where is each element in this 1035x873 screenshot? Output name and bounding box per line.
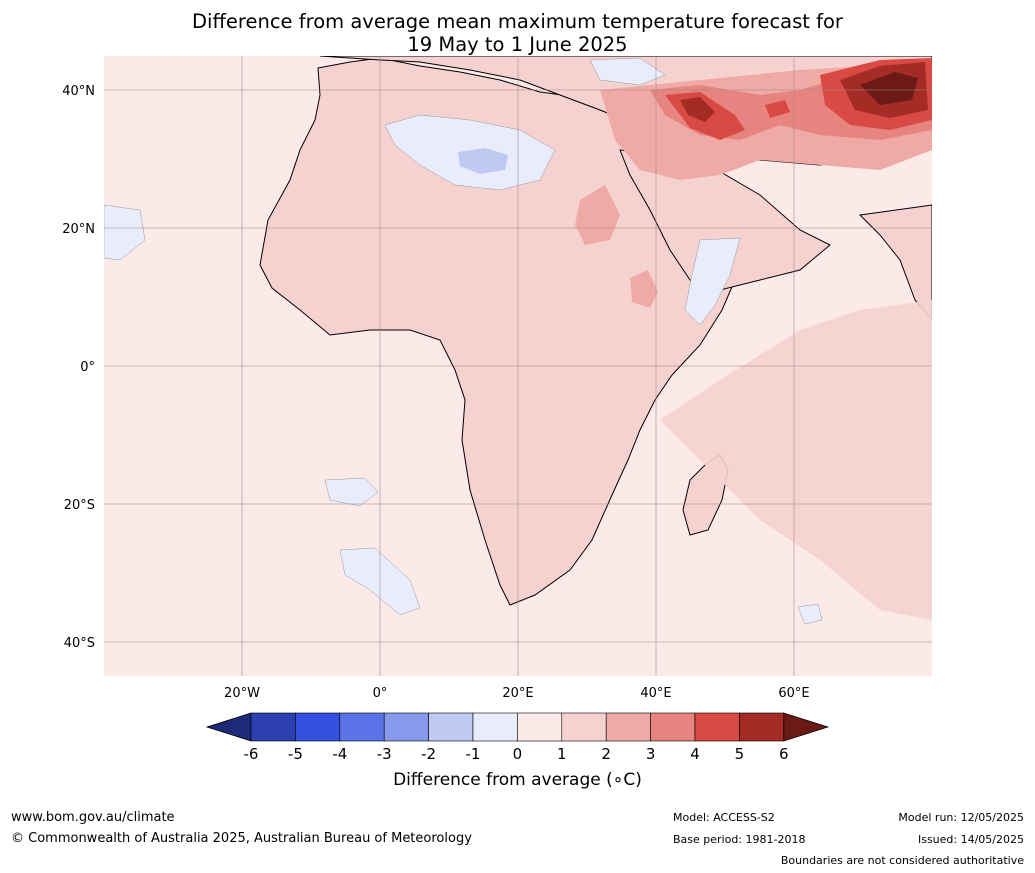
cool-patch-atlantic-west — [104, 204, 146, 261]
footer-disclaimer: Boundaries are not considered authoritat… — [780, 854, 1024, 867]
lat-label-20s: 20°S — [64, 498, 95, 513]
anomaly-fields — [104, 56, 932, 625]
colorbar-tick: -5 — [288, 745, 303, 763]
lat-label-0: 0° — [80, 360, 95, 375]
chart-title-line2: 19 May to 1 June 2025 — [407, 33, 628, 56]
colorbar-swatch — [517, 712, 563, 742]
colorbar-tick: 5 — [735, 745, 745, 763]
colorbar — [205, 712, 830, 742]
colorbar-swatch — [250, 712, 296, 742]
colorbar-swatch — [295, 712, 341, 742]
chart-title-line1: Difference from average mean maximum tem… — [192, 10, 843, 33]
colorbar-tick: 4 — [690, 745, 700, 763]
indian-ocean-warm-area — [660, 300, 932, 620]
colorbar-tick: 1 — [557, 745, 567, 763]
colorbar-swatch — [339, 712, 385, 742]
warm-patch-ethiopia — [630, 270, 658, 308]
colorbar-title: Difference from average (∘C) — [393, 770, 642, 790]
colorbar-tick: -4 — [332, 745, 347, 763]
footer-copyright: © Commonwealth of Australia 2025, Austra… — [11, 831, 472, 846]
colorbar-swatch — [383, 712, 429, 742]
colorbar-tick-labels: -6 -5 -4 -3 -2 -1 0 1 2 3 4 5 6 — [244, 745, 789, 763]
colorbar-tick: 6 — [779, 745, 789, 763]
lon-label-20e: 20°E — [502, 686, 533, 701]
latitude-labels: 40°N 20°N 0° 20°S 40°S — [62, 84, 95, 651]
hot-zone-iran-6 — [680, 97, 715, 122]
footer-issued: Issued: 14/05/2025 — [917, 833, 1024, 846]
colorbar-extend-high — [783, 712, 830, 742]
longitude-labels: 20°W 0° 20°E 40°E 60°E — [224, 686, 810, 701]
colorbar-swatch — [472, 712, 518, 742]
colorbar-tick: -2 — [421, 745, 436, 763]
arabia-landmass — [619, 149, 831, 291]
cool-patch-mediterranean — [589, 57, 666, 86]
hot-zone-kazakh-5 — [765, 100, 790, 118]
lat-label-20n: 20°N — [62, 222, 95, 237]
colorbar-extend-low — [205, 712, 252, 742]
lon-label-0: 0° — [373, 686, 388, 701]
graticule — [104, 56, 932, 676]
cooler-patch-sahara — [458, 148, 508, 174]
lat-label-40n: 40°N — [62, 84, 95, 99]
footer-base-period: Base period: 1981-2018 — [673, 833, 806, 846]
cool-patch-south-atlantic — [324, 477, 379, 507]
india-landmass — [858, 204, 932, 321]
colorbar-tick: 0 — [513, 745, 523, 763]
colorbar-swatch — [605, 712, 651, 742]
footer-model: Model: ACCESS-S2 — [673, 811, 775, 824]
lat-label-40s: 40°S — [64, 636, 95, 651]
colorbar-swatch — [428, 712, 474, 742]
warm-patch-red-sea — [575, 185, 620, 245]
lon-label-20w: 20°W — [224, 686, 260, 701]
colorbar-tick: 2 — [601, 745, 611, 763]
colorbar-tick: -3 — [377, 745, 392, 763]
footer-model-run: Model run: 12/05/2025 — [898, 811, 1024, 824]
cool-patch-ind-ocean-south — [797, 603, 823, 625]
cool-patch-horn-africa — [684, 237, 741, 326]
colorbar-swatch — [739, 712, 785, 742]
colorbar-tick: -6 — [244, 745, 259, 763]
colorbar-swatch — [561, 712, 607, 742]
colorbar-swatch — [694, 712, 740, 742]
footer-website: www.bom.gov.au/climate — [11, 810, 175, 825]
lon-label-60e: 60°E — [778, 686, 809, 701]
colorbar-tick: -1 — [466, 745, 481, 763]
lon-label-40e: 40°E — [640, 686, 671, 701]
colorbar-swatch — [650, 712, 696, 742]
colorbar-tick: 3 — [646, 745, 656, 763]
hot-zone-central-asia-7 — [860, 72, 918, 105]
